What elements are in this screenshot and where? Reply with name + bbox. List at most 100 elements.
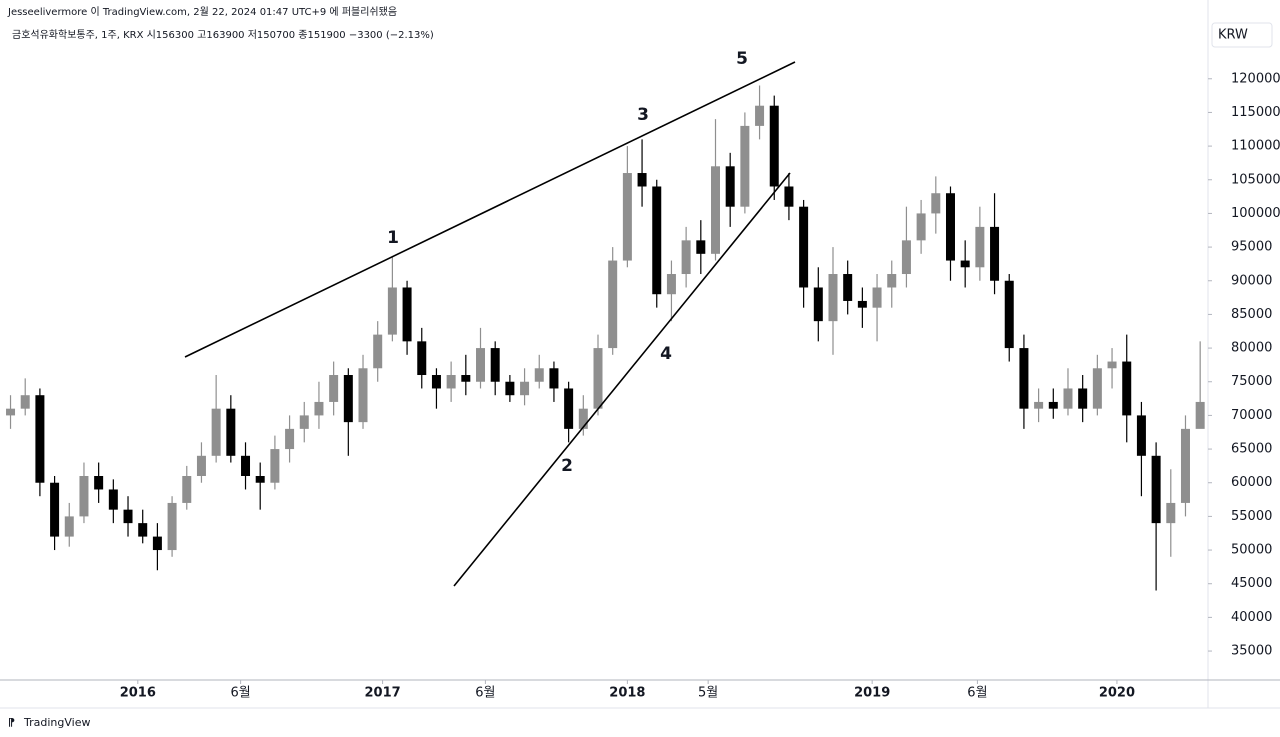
symbol-info: 금호석유화학보통주, 1주, KRX 시156300 고163900 저1507… <box>12 29 434 41</box>
y-tick-label: 50000 <box>1231 543 1272 558</box>
candle-body <box>725 166 735 207</box>
candle-body <box>549 368 559 389</box>
candle-body <box>740 125 750 207</box>
y-tick-label: 110000 <box>1231 139 1280 154</box>
candle-body <box>373 334 383 369</box>
candle-body <box>520 381 530 396</box>
candle-body <box>960 260 970 268</box>
candle-body <box>916 213 926 241</box>
currency-label[interactable]: KRW <box>1218 28 1248 43</box>
candle-body <box>769 105 779 187</box>
plot <box>6 85 1205 591</box>
y-tick-label: 95000 <box>1231 240 1272 255</box>
candle-body <box>490 348 500 382</box>
candle-body <box>1180 428 1190 503</box>
y-tick-label: 100000 <box>1231 206 1280 221</box>
y-tick-label: 120000 <box>1231 71 1280 86</box>
publisher-info: Jesseelivermore 이 TradingView.com, 2월 22… <box>7 6 397 18</box>
candle-body <box>50 482 60 537</box>
candle-body <box>828 274 838 322</box>
candle-body <box>696 240 706 254</box>
x-tick-label: 6월 <box>475 686 495 701</box>
candle-body <box>578 408 588 429</box>
candle-body <box>1063 388 1073 409</box>
candle-body <box>431 375 441 389</box>
candle-body <box>123 509 133 524</box>
lower-trend-line <box>453 172 791 587</box>
wave-label: 5 <box>736 49 748 69</box>
wave-label: 2 <box>561 456 573 476</box>
y-tick-label: 65000 <box>1231 442 1272 457</box>
y-tick-label: 45000 <box>1231 576 1272 591</box>
candle-body <box>446 375 456 389</box>
y-tick-label: 60000 <box>1231 475 1272 490</box>
candle-body <box>285 428 295 450</box>
y-tick-label: 90000 <box>1231 273 1272 288</box>
y-tick-label: 75000 <box>1231 374 1272 389</box>
candle-body <box>813 287 823 322</box>
candle-body <box>872 287 882 308</box>
candle-body <box>1092 368 1102 409</box>
tv-logo: ⁋ <box>8 716 15 729</box>
candle-body <box>931 193 941 214</box>
candle-body <box>358 368 368 423</box>
candle-body <box>901 240 911 275</box>
candle-body <box>505 381 515 396</box>
wave-label: 4 <box>660 344 672 364</box>
wave-label: 1 <box>387 228 399 248</box>
candle-body <box>1122 361 1132 416</box>
candle-body <box>945 193 955 261</box>
y-tick-label: 115000 <box>1231 105 1280 120</box>
candle-body <box>1136 415 1146 456</box>
candle-body <box>534 368 544 382</box>
candle-body <box>710 166 720 254</box>
x-tick-label: 2020 <box>1099 686 1135 701</box>
candle-body <box>138 523 148 537</box>
candle-body <box>108 489 118 510</box>
candle-body <box>329 375 339 402</box>
candle-body <box>152 536 162 551</box>
candle-body <box>94 476 104 490</box>
candle-body <box>681 240 691 275</box>
candle-body <box>608 260 618 349</box>
candle-body <box>1034 401 1044 409</box>
x-tick-label: 2019 <box>854 686 890 701</box>
currency-box[interactable] <box>1211 22 1273 48</box>
candle-body <box>64 516 74 537</box>
candle-body <box>1048 401 1058 409</box>
y-tick-label: 105000 <box>1231 172 1280 187</box>
candle-body <box>887 274 897 288</box>
candle-body <box>975 226 985 268</box>
candle-body <box>476 348 486 382</box>
candle-body <box>1019 348 1029 409</box>
candle-body <box>652 186 662 295</box>
brand: TradingView <box>23 716 90 729</box>
candle-body <box>20 395 30 409</box>
x-tick-label: 2017 <box>365 686 401 701</box>
candle-body <box>270 449 280 483</box>
y-tick-label: 70000 <box>1231 408 1272 423</box>
candle-body <box>35 395 45 483</box>
candle-body <box>241 455 251 476</box>
x-tick-label: 5월 <box>698 686 718 701</box>
x-tick-label: 2018 <box>609 686 645 701</box>
candle-body <box>79 476 89 517</box>
x-tick-label: 6월 <box>967 686 987 701</box>
candle-body <box>314 401 324 416</box>
candle-body <box>1151 455 1161 524</box>
candle-body <box>196 455 206 476</box>
candle-body <box>755 105 765 126</box>
x-tick-label: 2016 <box>120 686 156 701</box>
candle-body <box>843 274 853 301</box>
candle-body <box>1195 401 1205 429</box>
candle-body <box>461 375 471 382</box>
candle-body <box>799 206 809 288</box>
candle-body <box>637 173 647 187</box>
y-tick-label: 35000 <box>1231 644 1272 659</box>
candle-body <box>255 476 265 483</box>
candle-body <box>990 226 1000 281</box>
y-tick-label: 80000 <box>1231 341 1272 356</box>
candle-body <box>211 408 221 456</box>
candle-body <box>1078 388 1088 409</box>
